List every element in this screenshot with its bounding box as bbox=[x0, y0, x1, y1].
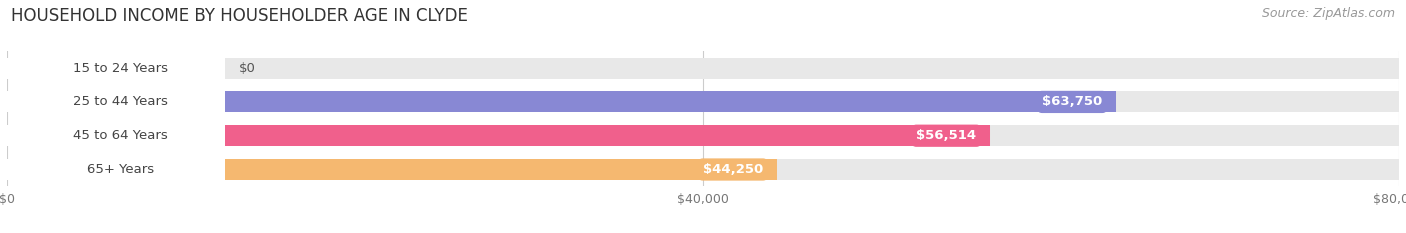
Bar bbox=[7, 159, 1399, 180]
Text: 45 to 64 Years: 45 to 64 Years bbox=[73, 129, 167, 142]
Text: $0: $0 bbox=[239, 62, 256, 75]
Bar bbox=[7, 125, 990, 146]
Bar bbox=[7, 159, 225, 180]
Text: $44,250: $44,250 bbox=[703, 163, 763, 176]
Bar bbox=[7, 58, 225, 79]
Text: 15 to 24 Years: 15 to 24 Years bbox=[73, 62, 167, 75]
Bar bbox=[7, 92, 1116, 112]
Text: HOUSEHOLD INCOME BY HOUSEHOLDER AGE IN CLYDE: HOUSEHOLD INCOME BY HOUSEHOLDER AGE IN C… bbox=[11, 7, 468, 25]
Text: $63,750: $63,750 bbox=[1042, 96, 1102, 108]
Bar bbox=[7, 159, 778, 180]
Text: Source: ZipAtlas.com: Source: ZipAtlas.com bbox=[1261, 7, 1395, 20]
Bar bbox=[7, 92, 225, 112]
Bar bbox=[7, 125, 225, 146]
Text: 25 to 44 Years: 25 to 44 Years bbox=[73, 96, 167, 108]
Text: 65+ Years: 65+ Years bbox=[87, 163, 153, 176]
Bar bbox=[7, 125, 1399, 146]
Text: $56,514: $56,514 bbox=[917, 129, 976, 142]
Bar bbox=[7, 58, 1399, 79]
Bar bbox=[7, 92, 1399, 112]
